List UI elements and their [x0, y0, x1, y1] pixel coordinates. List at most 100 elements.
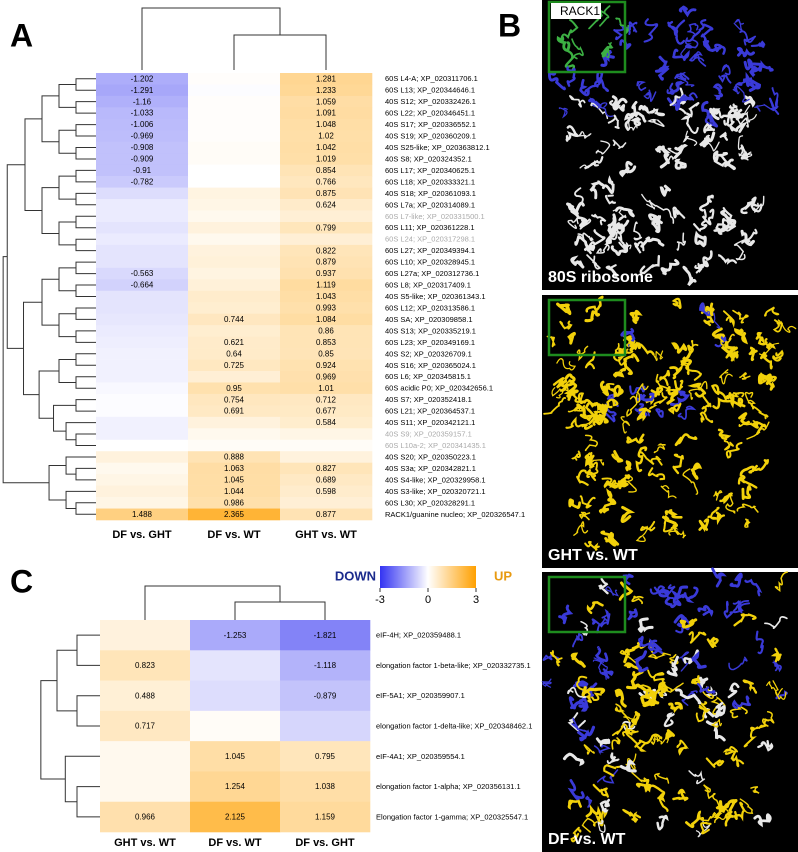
ribbon [701, 100, 713, 123]
heatmap-cell [280, 710, 371, 742]
ribbon [646, 108, 666, 117]
ribbon [732, 602, 751, 614]
ribbon [694, 262, 705, 274]
ribbon [596, 608, 610, 634]
heatmap-cell [280, 348, 373, 360]
ribbon [733, 110, 749, 128]
heatmap-cell [280, 222, 373, 234]
highlight-box [547, 575, 627, 634]
row-label: eIF-5A1; XP_020359907.1 [376, 691, 465, 700]
cell-label: -1.033 [131, 109, 154, 118]
ribbon [759, 351, 773, 370]
ribbon [591, 613, 611, 628]
ribbon [626, 395, 638, 418]
ribbon [685, 18, 707, 43]
ribbon [627, 608, 638, 621]
ribbon [715, 333, 735, 346]
ribbon [768, 97, 780, 115]
ribbon [682, 130, 698, 146]
ribbon [722, 207, 735, 229]
ribbon [766, 681, 783, 699]
ribbon [664, 509, 683, 519]
cell-label: -0.879 [314, 691, 337, 700]
ribbon [637, 617, 654, 633]
dendrogram [144, 585, 326, 620]
ribbon [567, 216, 579, 230]
ribbon [596, 70, 610, 92]
ribbon [576, 345, 589, 362]
heatmap-cell [96, 118, 189, 131]
ribbon [743, 104, 757, 123]
cell-label: -0.91 [133, 166, 152, 175]
ribbon [755, 331, 768, 346]
ribbon [697, 604, 714, 617]
heatmap-cell [100, 771, 191, 803]
heatmap-cell [188, 325, 281, 337]
heatmap-cell [96, 279, 189, 292]
ribbon [622, 728, 639, 737]
cell-label: 1.084 [316, 315, 337, 324]
ribbon [601, 175, 615, 194]
heatmap-cell [96, 405, 189, 418]
ribbon [674, 688, 702, 705]
ribbon [637, 342, 655, 356]
ribbon [666, 386, 679, 405]
ribbon [576, 469, 592, 486]
ribbon [663, 712, 675, 728]
ribbon [579, 78, 590, 97]
ribbon [634, 392, 655, 402]
ribbon [706, 636, 719, 649]
ribbon [595, 242, 610, 254]
ribbon [703, 784, 711, 800]
cell-label: 1.488 [132, 510, 153, 519]
ribbon [584, 458, 599, 476]
heatmap-cell [280, 199, 373, 211]
cell-label: 1.019 [316, 155, 337, 164]
heatmap-cell [190, 680, 281, 712]
cell-label: -1.16 [133, 97, 152, 106]
ribbon [623, 112, 636, 131]
ribbon [579, 160, 600, 170]
row-label: 60S L17; XP_020340625.1 [385, 166, 475, 175]
ribbon [634, 733, 662, 748]
ribbon [729, 121, 748, 133]
ribbon [598, 406, 608, 416]
heatmap-cell [188, 84, 281, 97]
ribbon [701, 395, 712, 413]
ribbon [730, 749, 745, 768]
cell-label: 1.119 [316, 281, 336, 290]
ribbon [672, 453, 684, 475]
ribbon [596, 102, 614, 118]
ribbon [647, 669, 665, 682]
ribbon [606, 488, 617, 506]
heatmap-cell [280, 233, 373, 246]
heatmap-cell [280, 267, 373, 280]
ribbon [660, 485, 677, 499]
heatmap-cell [96, 325, 189, 337]
ribbon [572, 700, 588, 712]
cell-label: 0.827 [316, 464, 337, 473]
ribbon [729, 705, 748, 719]
ribbon [631, 811, 642, 823]
ribbon [640, 520, 656, 532]
ribbon [687, 23, 699, 37]
ribbon [685, 810, 702, 829]
heatmap-cell [280, 336, 373, 349]
ribbon [569, 94, 586, 108]
ribbon [734, 327, 749, 345]
ribbon [727, 682, 740, 699]
cell-label: 1.159 [315, 812, 336, 821]
ribbon [672, 206, 686, 219]
row-label: 60S L4-A; XP_020311706.1 [385, 74, 478, 83]
heatmap-cell [188, 313, 281, 326]
ribbon [668, 701, 683, 714]
ribbon [642, 700, 660, 708]
ribbon [590, 102, 609, 120]
heatmap-cell [190, 710, 281, 742]
ribbon [623, 713, 639, 723]
cell-label: -1.006 [131, 120, 154, 129]
ribbon [757, 739, 774, 752]
cell-label: 0.488 [135, 691, 156, 700]
heatmap-cell [188, 107, 281, 120]
